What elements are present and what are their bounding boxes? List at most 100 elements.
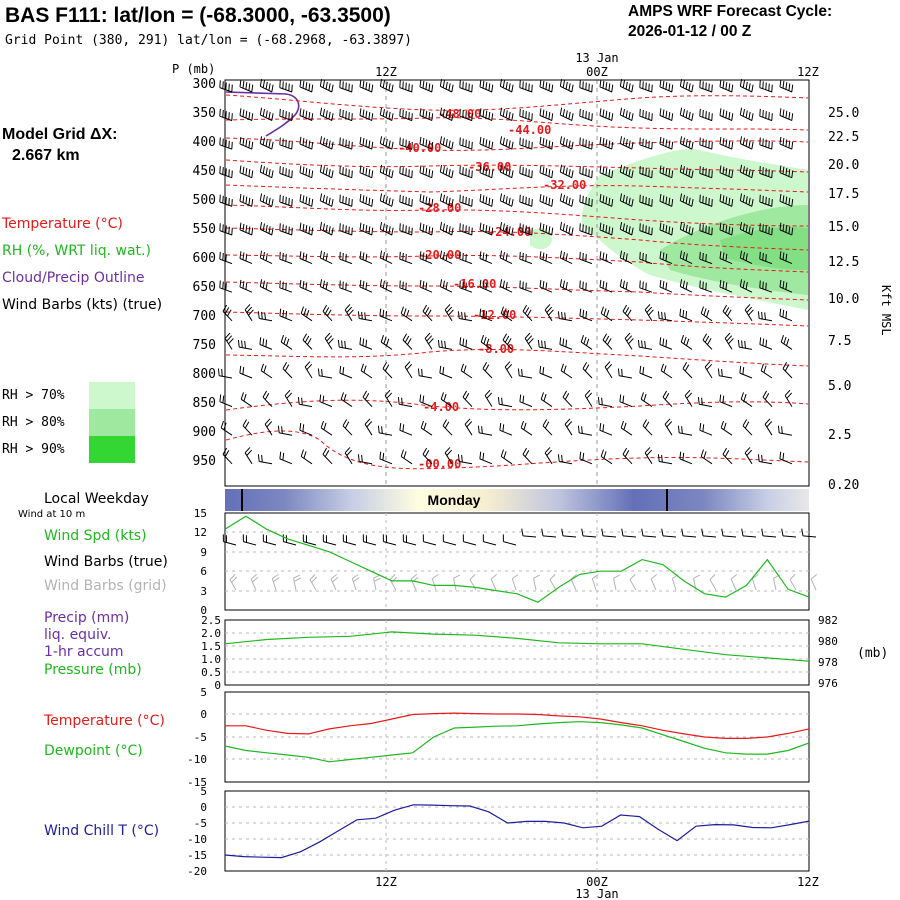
- legend-rh: RH (%, WRT liq. wat.): [2, 243, 151, 259]
- wind-barb: [219, 137, 233, 150]
- wind-barb: [360, 363, 373, 379]
- surface-wind-barb: [741, 528, 757, 538]
- grid-wind-barb: [453, 574, 461, 591]
- wind-barb: [779, 222, 794, 236]
- wind-barb: [302, 333, 313, 350]
- wind-barb: [597, 397, 613, 408]
- wind-barb: [244, 447, 253, 465]
- wind-barb: [682, 362, 693, 379]
- wind-barb: [760, 363, 773, 379]
- t-tick-m5: -5: [194, 731, 207, 744]
- label-pressure: Pressure (mb): [44, 662, 142, 678]
- grid-wind-barb: [511, 574, 519, 591]
- grid-wind-barb: [591, 574, 599, 591]
- wind-barb: [400, 449, 413, 465]
- wind-barb: [259, 164, 274, 179]
- wind-barb: [759, 251, 773, 265]
- grid-wind-barb: [773, 574, 781, 591]
- wind-barb: [282, 362, 293, 379]
- p-tick-450: 450: [193, 164, 216, 179]
- wind-barb: [359, 222, 374, 236]
- wind-barb: [339, 108, 353, 122]
- wind-barb: [739, 193, 754, 207]
- p-tick-850: 850: [193, 396, 216, 411]
- bottom-date-label: 13 Jan: [575, 887, 618, 900]
- p-tick-650: 650: [193, 280, 216, 295]
- grid-wind-barb: [629, 574, 637, 591]
- label-accum: 1-hr accum: [44, 644, 124, 660]
- wind-barb: [559, 136, 574, 150]
- wind-barb: [680, 335, 693, 350]
- wind-barb: [479, 79, 494, 93]
- wind-barb: [339, 223, 353, 236]
- wind-barb: [244, 304, 254, 322]
- wind-barb: [439, 250, 453, 265]
- wind-barb: [542, 419, 553, 436]
- t-tick-0: 0: [200, 708, 207, 721]
- wind-barb: [544, 447, 553, 465]
- surface-wind-barb: [482, 534, 497, 546]
- label-liq-equiv: liq. equiv.: [44, 627, 112, 643]
- wind-barb: [239, 194, 254, 207]
- cross-section-wind-barbs: [217, 79, 794, 465]
- wind-barb: [564, 418, 573, 436]
- wind-barb: [559, 79, 574, 93]
- grid-wind-barb: [389, 574, 398, 591]
- surface-wind-barb: [781, 528, 797, 538]
- wind-barb: [379, 279, 393, 293]
- wind-barb: [679, 308, 693, 322]
- wind-barb: [259, 337, 273, 350]
- wind-barb: [700, 449, 713, 465]
- wind-barb: [519, 223, 533, 236]
- surface-wind-barb: [641, 528, 657, 538]
- wind-barb: [319, 222, 334, 236]
- wind-barb: [239, 108, 254, 122]
- wind-barb: [559, 250, 573, 265]
- wind-barb: [479, 308, 493, 322]
- wind-barb: [719, 136, 734, 150]
- wind-barb: [480, 335, 493, 350]
- wind-barb: [679, 79, 694, 93]
- wind-barb: [679, 107, 694, 122]
- wind-barb: [539, 165, 554, 179]
- wind-barb: [342, 419, 353, 436]
- wind-barb: [479, 451, 493, 465]
- wind-barb: [417, 368, 433, 379]
- wind-barb: [699, 166, 713, 179]
- wind-barb: [739, 79, 754, 93]
- wind-barb: [339, 166, 353, 179]
- temperature-panel: 5 0 -5 -10 -15: [187, 686, 810, 789]
- wind-barb: [699, 194, 713, 207]
- surface-wind-barb: [262, 534, 277, 546]
- wind-barb: [759, 80, 773, 93]
- wind-barb: [559, 107, 574, 122]
- wind-barb: [599, 222, 614, 236]
- wind-barb: [539, 79, 554, 93]
- ws-tick-12: 12: [194, 526, 207, 539]
- wind-barb: [739, 250, 753, 265]
- pr-tick-0: 0: [214, 679, 221, 692]
- surface-wind-barb: [222, 534, 237, 546]
- wind-barb: [239, 165, 254, 179]
- wc-tick-m10: -10: [187, 833, 207, 846]
- legend-temperature: Temperature (°C): [2, 216, 123, 232]
- wind-barb: [719, 165, 734, 179]
- label-wind-chill: Wind Chill T (°C): [44, 823, 160, 839]
- legend-cloud: Cloud/Precip Outline: [2, 270, 145, 286]
- wind-barb: [339, 365, 353, 379]
- wind-barb: [397, 397, 413, 408]
- wind-barb: [422, 447, 433, 465]
- wind-barb: [779, 79, 794, 93]
- temp-panel-frame: [224, 691, 810, 783]
- wind-barb: [439, 136, 454, 150]
- wind-barb: [399, 223, 413, 236]
- wind-barb: [599, 108, 614, 122]
- wind-barb: [762, 390, 773, 407]
- wind-barb: [539, 194, 554, 207]
- label-precip: Precip (mm): [44, 610, 130, 626]
- wind-barb: [222, 304, 233, 322]
- forecast-cycle-value: 2026-01-12 / 00 Z: [628, 23, 752, 40]
- wind-barb: [479, 222, 494, 236]
- wind-barb: [779, 451, 793, 465]
- t-tick-5: 5: [200, 686, 207, 699]
